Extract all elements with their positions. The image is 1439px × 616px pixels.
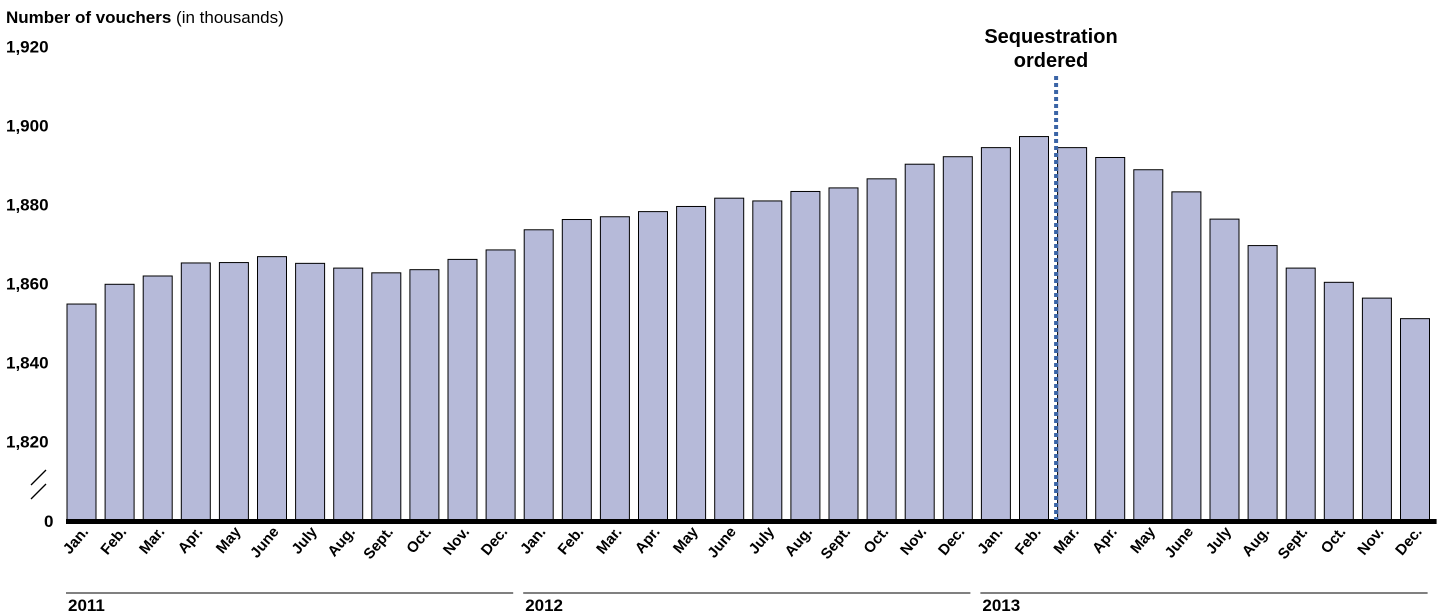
bar xyxy=(599,216,630,521)
bar xyxy=(1400,318,1430,521)
x-tick-label: July xyxy=(288,523,321,557)
chart-title-unit: (in thousands) xyxy=(171,8,283,27)
bar xyxy=(638,211,668,521)
x-tick-label: May xyxy=(1127,523,1159,557)
bar xyxy=(447,258,478,521)
y-tick-label: 1,900 xyxy=(6,117,49,136)
year-label: 2013 xyxy=(982,596,1020,615)
bar xyxy=(1323,281,1354,521)
bar xyxy=(942,156,973,521)
x-tick-label: Mar. xyxy=(136,524,168,558)
x-tick-label: May xyxy=(213,523,245,557)
x-axis-baseline xyxy=(66,519,1437,524)
annotation-line-2: ordered xyxy=(1014,50,1088,72)
y-tick-label: 1,820 xyxy=(6,433,49,452)
bar xyxy=(676,205,707,521)
x-tick-label: Mar. xyxy=(1050,524,1082,558)
x-tick-label: Jan. xyxy=(60,524,92,558)
bar xyxy=(66,303,97,521)
bar xyxy=(561,219,592,521)
bar xyxy=(1133,169,1164,521)
y-axis: 1,920 1,900 1,880 1,860 1,840 1,820 0 xyxy=(6,38,53,532)
bar xyxy=(257,256,287,521)
x-tick-label: Apr. xyxy=(632,524,664,557)
bar xyxy=(295,262,326,521)
bar xyxy=(218,262,249,521)
y-zero-label: 0 xyxy=(44,512,53,531)
x-axis: Jan. Feb. Mar. Apr. May June July Aug. Sept. Oct.… xyxy=(60,519,1437,615)
x-tick-label: Nov. xyxy=(440,524,473,559)
x-tick-label: Sept. xyxy=(360,524,397,563)
bar xyxy=(485,249,516,521)
chart-title-bold: Number of vouchers xyxy=(6,8,171,27)
bar xyxy=(1247,245,1278,521)
x-tick-label: Jan. xyxy=(517,524,549,558)
x-tick-label: Dec. xyxy=(1392,524,1425,559)
bar xyxy=(1361,297,1392,521)
x-tick-label: July xyxy=(746,523,779,557)
x-tick-label: Mar. xyxy=(593,524,625,558)
x-tick-label: Aug. xyxy=(324,524,358,560)
x-tick-label: Oct. xyxy=(860,524,892,557)
bar xyxy=(523,229,554,521)
bar xyxy=(1095,156,1126,521)
x-tick-label: June xyxy=(247,524,283,562)
x-tick-label: Jan. xyxy=(974,524,1006,558)
bar xyxy=(904,163,935,521)
x-tick-label: Aug. xyxy=(1239,524,1273,560)
x-tick-label: June xyxy=(1161,524,1197,562)
x-tick-label: Dec. xyxy=(478,524,511,559)
x-tick-label: Dec. xyxy=(935,524,968,559)
y-tick-label: 1,920 xyxy=(6,38,49,57)
annotation-line-1: Sequestration xyxy=(984,26,1117,48)
x-tick-label: June xyxy=(704,524,740,562)
bar xyxy=(714,197,745,521)
bar xyxy=(866,178,897,521)
bar xyxy=(104,283,135,521)
bar xyxy=(371,272,402,521)
bar xyxy=(1171,191,1202,521)
x-tick-label: Sept. xyxy=(818,524,855,563)
bar xyxy=(790,190,821,521)
bar xyxy=(752,200,783,521)
x-tick-label: Oct. xyxy=(1318,524,1350,557)
x-tick-label: Feb. xyxy=(97,524,130,559)
x-tick-label: Apr. xyxy=(1089,524,1121,557)
x-tick-label: Feb. xyxy=(555,524,588,559)
x-tick-label: Apr. xyxy=(175,524,207,557)
bar xyxy=(142,275,173,521)
x-tick-label: Nov. xyxy=(1354,524,1387,559)
y-tick-label: 1,840 xyxy=(6,354,49,373)
y-tick-label: 1,880 xyxy=(6,196,49,215)
x-tick-label: May xyxy=(670,523,702,557)
bar xyxy=(333,267,364,521)
bar-series xyxy=(66,136,1430,521)
year-label: 2011 xyxy=(68,596,105,615)
y-tick-label: 1,860 xyxy=(6,275,49,294)
chart-title: Number of vouchers (in thousands) xyxy=(6,8,284,27)
bar xyxy=(180,262,211,521)
year-label: 2012 xyxy=(525,596,563,615)
x-tick-label: Sept. xyxy=(1275,524,1312,563)
x-tick-label: Nov. xyxy=(897,524,930,559)
x-tick-label: Aug. xyxy=(782,524,816,560)
bar xyxy=(1019,136,1049,521)
x-tick-label: Feb. xyxy=(1012,524,1045,559)
axis-break-mark xyxy=(30,483,47,500)
bar xyxy=(409,269,440,521)
x-tick-label: July xyxy=(1203,523,1236,557)
x-tick-label: Oct. xyxy=(403,524,435,557)
bar xyxy=(1285,267,1316,521)
axis-break-mark xyxy=(30,469,47,486)
bar xyxy=(980,147,1011,521)
bar xyxy=(828,187,859,521)
bar xyxy=(1057,147,1088,521)
bar xyxy=(1209,218,1240,521)
